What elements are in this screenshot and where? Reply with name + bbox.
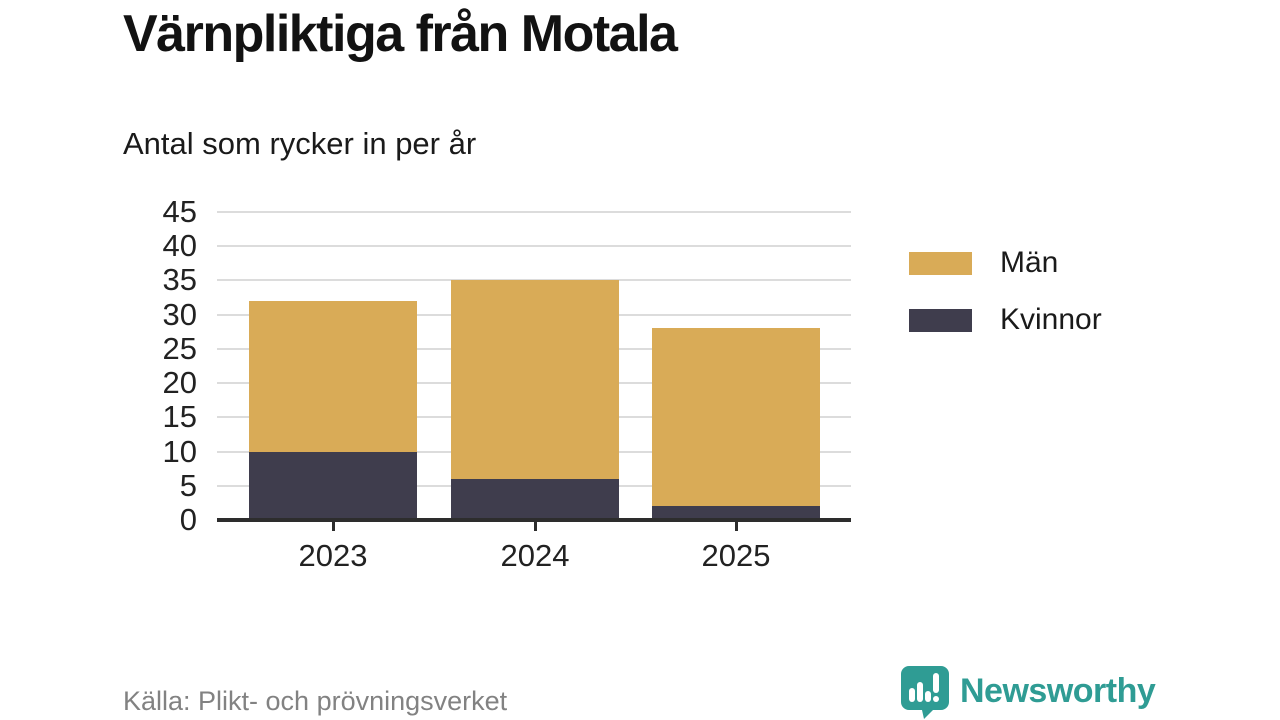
bar-segment-man bbox=[451, 280, 619, 479]
chart-title: Värnpliktiga från Motala bbox=[123, 5, 678, 63]
legend-item-men: Män bbox=[909, 246, 1102, 280]
gridline bbox=[217, 245, 851, 248]
bar-2025 bbox=[652, 328, 820, 520]
gridline bbox=[217, 211, 851, 213]
y-tick-label: 45 bbox=[162, 194, 197, 229]
x-tick-label: 2023 bbox=[298, 538, 368, 573]
source-caption: Källa: Plikt- och prövningsverket bbox=[123, 686, 508, 716]
legend-swatch-men bbox=[909, 251, 972, 275]
y-tick-label: 40 bbox=[162, 228, 197, 264]
bar-segment-kvinnor bbox=[451, 478, 619, 520]
y-tick-label: 5 bbox=[179, 467, 197, 503]
y-tick-label: 30 bbox=[162, 296, 197, 332]
brand-name: Newsworthy bbox=[960, 672, 1156, 710]
legend-item-kvinnor: Kvinnor bbox=[909, 303, 1102, 337]
legend-label-men: Män bbox=[1000, 246, 1059, 279]
bar-segment-man bbox=[249, 300, 417, 452]
x-axis-labels: 2023 2024 2025 bbox=[217, 536, 851, 576]
y-tick-label: 15 bbox=[162, 399, 197, 435]
y-tick-label: 20 bbox=[162, 365, 197, 401]
y-tick-label: 25 bbox=[162, 330, 197, 366]
bar-2024 bbox=[451, 280, 619, 520]
bar-segment-kvinnor bbox=[652, 506, 820, 520]
brand-lockup: Newsworthy bbox=[897, 664, 1156, 719]
y-tick-label: 10 bbox=[162, 433, 197, 469]
x-tick-label: 2024 bbox=[500, 538, 570, 573]
y-tick-label: 35 bbox=[162, 262, 197, 298]
x-tick-mark bbox=[734, 520, 738, 531]
legend: Män Kvinnor bbox=[909, 246, 1102, 360]
x-tick-mark bbox=[533, 520, 537, 531]
chart-subtitle: Antal som rycker in per år bbox=[123, 126, 477, 161]
y-tick-label: 0 bbox=[179, 502, 197, 537]
legend-swatch-kvinnor bbox=[909, 308, 972, 332]
bar-segment-man bbox=[652, 328, 820, 507]
y-axis-labels: 0 5 10 15 20 25 30 35 40 45 bbox=[97, 194, 197, 537]
newsworthy-logo-icon bbox=[901, 666, 949, 719]
x-tick-label: 2025 bbox=[701, 538, 771, 573]
bar-2023 bbox=[249, 300, 417, 520]
x-tick-mark bbox=[331, 520, 335, 531]
plot-area bbox=[217, 211, 851, 531]
bar-segment-kvinnor bbox=[249, 451, 417, 520]
legend-label-kvinnor: Kvinnor bbox=[1000, 303, 1102, 336]
